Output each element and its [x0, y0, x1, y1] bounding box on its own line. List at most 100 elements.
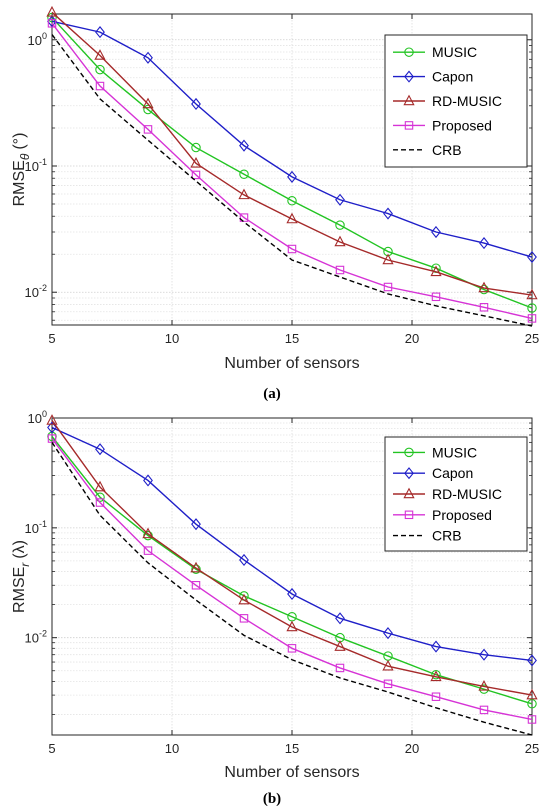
data-point: [478, 281, 490, 293]
series-proposed: [47, 434, 537, 724]
data-point: [383, 679, 393, 689]
y-tick-label: 100: [28, 31, 47, 48]
y-tick-label: 10-1: [25, 157, 47, 174]
data-point: [239, 139, 249, 152]
data-point: [383, 207, 393, 220]
y-tick-label: 10-1: [25, 519, 47, 536]
y-tick-exponent: -1: [39, 157, 47, 167]
data-point: [334, 235, 346, 247]
data-point: [478, 680, 490, 691]
data-point: [383, 282, 393, 292]
series-line: [51, 17, 533, 309]
data-point: [191, 581, 201, 590]
data-point: [94, 49, 106, 60]
y-tick-exponent: -2: [39, 283, 47, 293]
data-point: [479, 705, 489, 715]
data-point: [94, 480, 106, 492]
legend-marker: [404, 70, 414, 83]
data-point: [287, 196, 297, 206]
data-point: [239, 614, 249, 623]
y-tick-exponent: 0: [42, 31, 47, 41]
data-point: [431, 692, 441, 701]
data-point: [142, 97, 154, 109]
legend-entry: RD-MUSIC: [432, 93, 502, 109]
data-point: [143, 125, 153, 134]
data-point: [239, 169, 249, 180]
data-point: [382, 659, 394, 671]
data-point: [95, 443, 105, 456]
y-axis-label-main: RMSE: [11, 567, 28, 613]
data-point: [95, 26, 105, 39]
x-axis-label: Number of sensors: [224, 355, 359, 372]
x-tick-label: 10: [165, 331, 179, 346]
series-music: [47, 12, 537, 313]
data-point: [239, 213, 249, 222]
series-line: [51, 441, 533, 736]
x-tick-label: 15: [285, 741, 299, 756]
data-point: [335, 265, 345, 275]
data-point: [47, 421, 57, 434]
data-point: [190, 156, 202, 168]
data-point: [431, 640, 441, 653]
data-point: [143, 546, 153, 555]
data-point: [191, 142, 201, 153]
data-point: [335, 220, 345, 230]
data-point: [479, 284, 489, 295]
data-point: [190, 561, 202, 573]
x-tick-label: 20: [405, 741, 419, 756]
series-rd-music: [46, 414, 538, 700]
y-tick-base: 10: [25, 159, 39, 174]
data-point: [527, 303, 537, 313]
legend-marker: [404, 47, 414, 57]
series-crb: [51, 34, 533, 327]
x-tick-label: 5: [48, 331, 55, 346]
data-point: [526, 288, 538, 300]
data-point: [46, 5, 58, 17]
data-point: [526, 688, 538, 700]
y-tick-base: 10: [25, 521, 39, 536]
data-point: [479, 648, 489, 661]
x-tick-label: 25: [525, 741, 539, 756]
data-point: [527, 699, 537, 709]
data-point: [479, 237, 489, 250]
data-point: [287, 644, 297, 653]
data-point: [95, 81, 105, 91]
data-point: [143, 474, 153, 487]
series-line: [51, 20, 533, 258]
data-point: [383, 627, 393, 640]
y-axis-label-subscript: r: [18, 562, 32, 567]
data-point: [191, 170, 201, 180]
legend-entry: RD-MUSIC: [432, 486, 502, 502]
data-point: [479, 303, 489, 312]
data-point: [335, 612, 345, 625]
data-point: [287, 587, 297, 601]
data-point: [143, 51, 153, 64]
data-point: [527, 250, 537, 264]
series-line: [51, 438, 533, 721]
data-point: [239, 553, 249, 567]
legend-entry: CRB: [432, 528, 462, 544]
data-point: [238, 188, 250, 200]
y-axis-label-main: RMSE: [11, 160, 28, 206]
y-tick-exponent: -1: [39, 519, 47, 529]
y-axis-label-unit: (λ): [11, 540, 28, 559]
series-line: [51, 420, 533, 696]
data-point: [191, 97, 201, 111]
data-point: [431, 225, 441, 239]
data-point: [430, 265, 442, 277]
data-point: [335, 663, 345, 673]
data-point: [47, 434, 57, 443]
y-tick-base: 10: [28, 33, 42, 48]
y-tick-base: 10: [25, 285, 39, 300]
y-axis-label: RMSEr (λ): [11, 540, 32, 613]
y-tick-exponent: 0: [42, 409, 47, 419]
data-point: [191, 564, 201, 574]
y-tick-label: 10-2: [25, 283, 47, 300]
data-point: [287, 170, 297, 183]
series-line: [51, 11, 533, 296]
data-point: [47, 19, 57, 28]
x-tick-label: 25: [525, 331, 539, 346]
x-tick-label: 5: [48, 741, 55, 756]
data-point: [191, 518, 201, 531]
data-point: [286, 212, 298, 224]
